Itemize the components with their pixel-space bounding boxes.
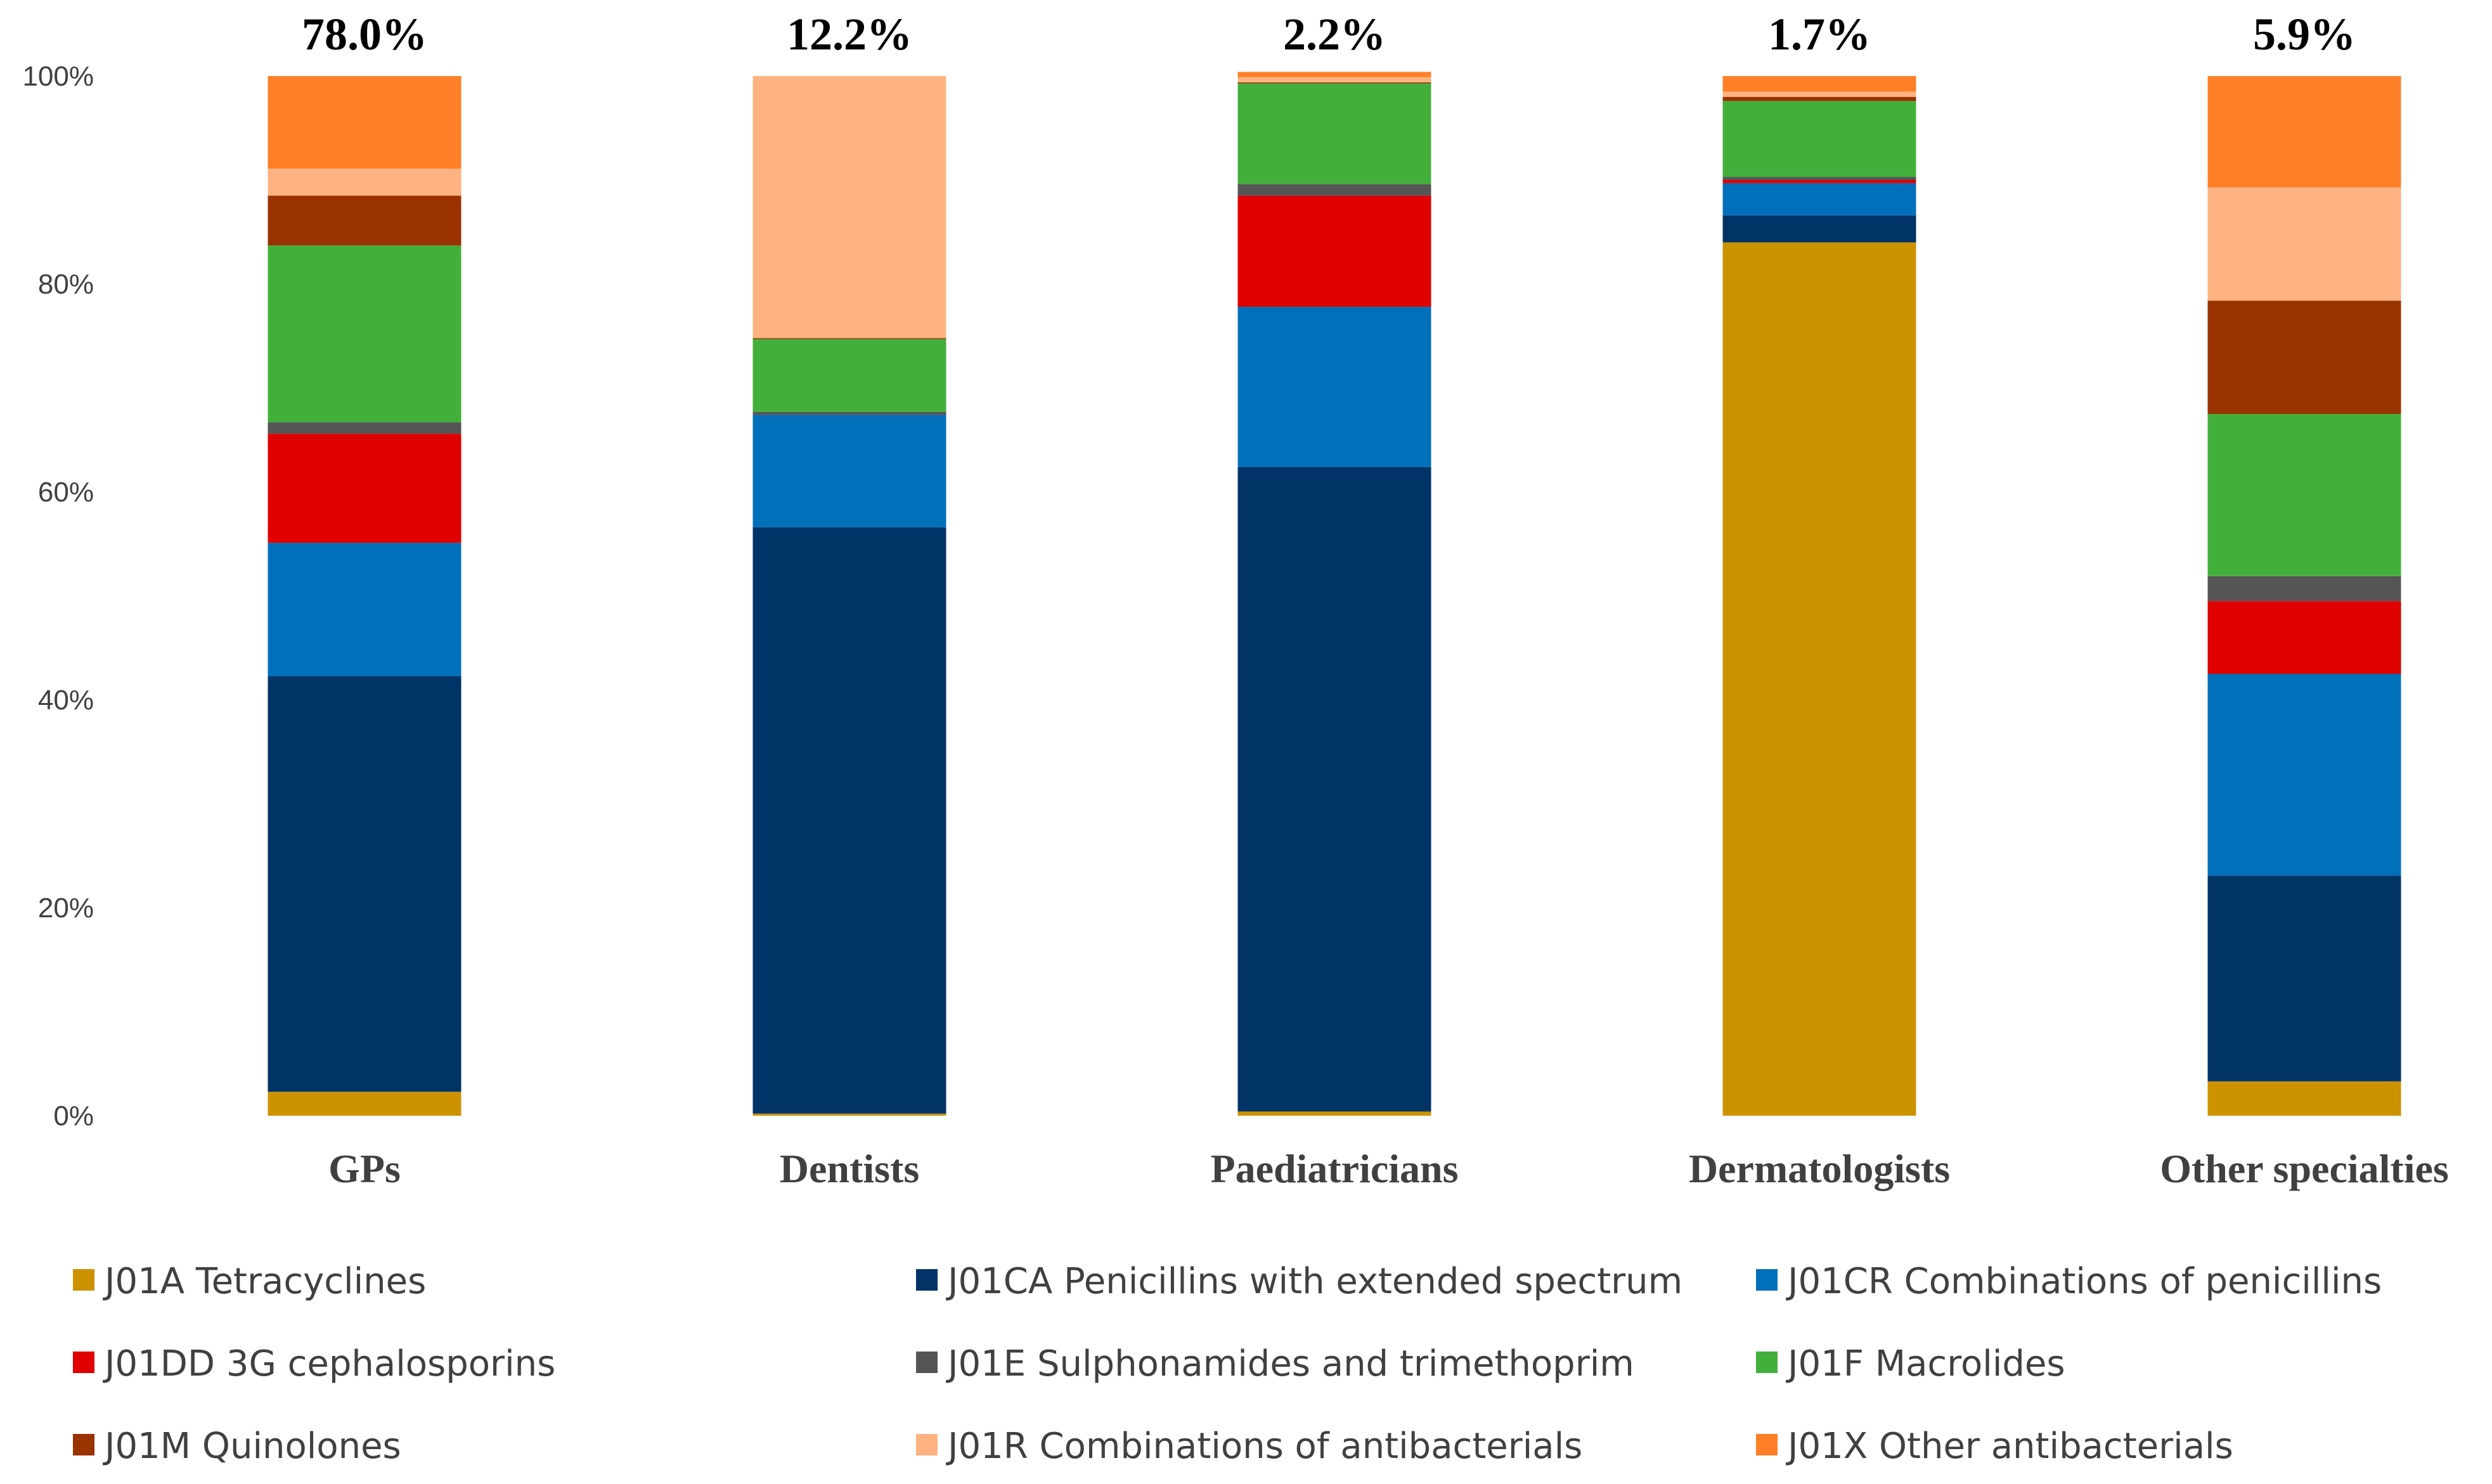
bar-segment [2207,187,2401,301]
y-axis-ticks: 0% 20% 40% 60% 80% 100% [22,61,94,1132]
legend-swatch [1756,1434,1778,1455]
bar-top-label: 2.2% [1283,9,1386,60]
bar-segment [268,434,462,543]
category-label: Paediatricians [1210,1146,1458,1191]
legend-item: J01DD 3G cephalosporins [73,1343,555,1384]
legend-item: J01M Quinolones [73,1426,401,1467]
bar-segment [268,543,462,676]
bar-segment [268,168,462,196]
bar-segment [2207,1081,2401,1116]
bar-top-label: 5.9% [2253,9,2356,60]
bar-segment [752,76,946,339]
bar-segment [1237,307,1431,467]
y-tick-label: 20% [38,893,94,924]
category-label: GPs [328,1146,401,1191]
bar-segment [2207,875,2401,1081]
category-labels: GPs Dentists Paediatricians Dermatologists O… [328,1146,2449,1191]
bar-segment [1722,183,1916,216]
bar-segment [268,1092,462,1116]
category-label: Dentists [780,1146,919,1191]
bar-segment [752,415,946,527]
bar-segment [1722,101,1916,177]
bar-segment [1237,77,1431,82]
bar-segment [1237,184,1431,196]
legend: J01A Tetracyclines J01CA Penicillins with… [73,1261,2382,1467]
category-label: Dermatologists [1689,1146,1950,1191]
legend-swatch [1756,1269,1778,1291]
bar-segment [1722,180,1916,183]
legend-swatch [916,1269,938,1291]
bar-segment [1722,215,1916,243]
legend-item: J01E Sulphonamides and trimethoprim [916,1343,1634,1384]
bar-segment [268,76,462,169]
legend-swatch [916,1434,938,1455]
legend-swatch [916,1352,938,1373]
bar-segment [1237,195,1431,307]
legend-swatch [1756,1352,1778,1373]
bar-segment [2207,576,2401,602]
legend-item: J01X Other antibacterials [1756,1426,2233,1467]
bar-top-label: 78.0% [302,9,427,60]
legend-swatch [73,1269,94,1291]
legend-item: J01A Tetracyclines [73,1261,426,1302]
bar-segment [2207,76,2401,188]
bar-segment [268,676,462,1092]
bar-segment [2207,674,2401,876]
bars [268,72,2401,1116]
bar-segment [1237,72,1431,77]
bar-segment [1237,467,1431,1112]
legend-label: J01E Sulphonamides and trimethoprim [946,1343,1634,1384]
bar-segment [1237,82,1431,84]
bar-segment [1722,91,1916,97]
bar-segment [752,338,946,339]
y-tick-label: 0% [53,1100,94,1132]
bar-segment [268,422,462,434]
bar-segment [752,411,946,415]
bar-segment [1237,1111,1431,1116]
bar-top-label: 1.7% [1768,9,1871,60]
bar-top-label: 12.2% [787,9,912,60]
bar-segment [2207,300,2401,414]
legend-item: J01CR Combinations of penicillins [1756,1261,2382,1302]
bar-segment [1722,96,1916,101]
legend-swatch [73,1434,94,1455]
bar-segment [752,527,946,1114]
bar-segment [268,195,462,246]
legend-item: J01R Combinations of antibacterials [916,1426,1582,1467]
y-tick-label: 80% [38,269,94,300]
bar-segment [1722,242,1916,1116]
y-tick-label: 60% [38,477,94,508]
legend-swatch [73,1352,94,1373]
category-label: Other specialties [2160,1146,2449,1191]
legend-label: J01M Quinolones [103,1426,401,1467]
bar-segment [2207,414,2401,576]
legend-label: J01X Other antibacterials [1786,1426,2233,1467]
legend-label: J01CA Penicillins with extended spectrum [946,1261,1682,1302]
legend-label: J01CR Combinations of penicillins [1786,1261,2382,1302]
bar-segment [752,339,946,412]
bar-segment [2207,601,2401,674]
bar-top-labels: 78.0% 12.2% 2.2% 1.7% 5.9% [302,9,2356,60]
legend-label: J01F Macrolides [1786,1343,2065,1384]
y-tick-label: 40% [38,685,94,716]
bar-segment [1722,76,1916,92]
bar-segment [1237,83,1431,184]
legend-label: J01R Combinations of antibacterials [946,1426,1582,1467]
legend-item: J01F Macrolides [1756,1343,2065,1384]
bar-segment [268,245,462,423]
legend-item: J01CA Penicillins with extended spectrum [916,1261,1682,1302]
bar-segment [1722,177,1916,180]
y-tick-label: 100% [22,61,94,92]
legend-label: J01DD 3G cephalosporins [103,1343,555,1384]
legend-label: J01A Tetracyclines [103,1261,426,1302]
bar-segment [752,1113,946,1116]
